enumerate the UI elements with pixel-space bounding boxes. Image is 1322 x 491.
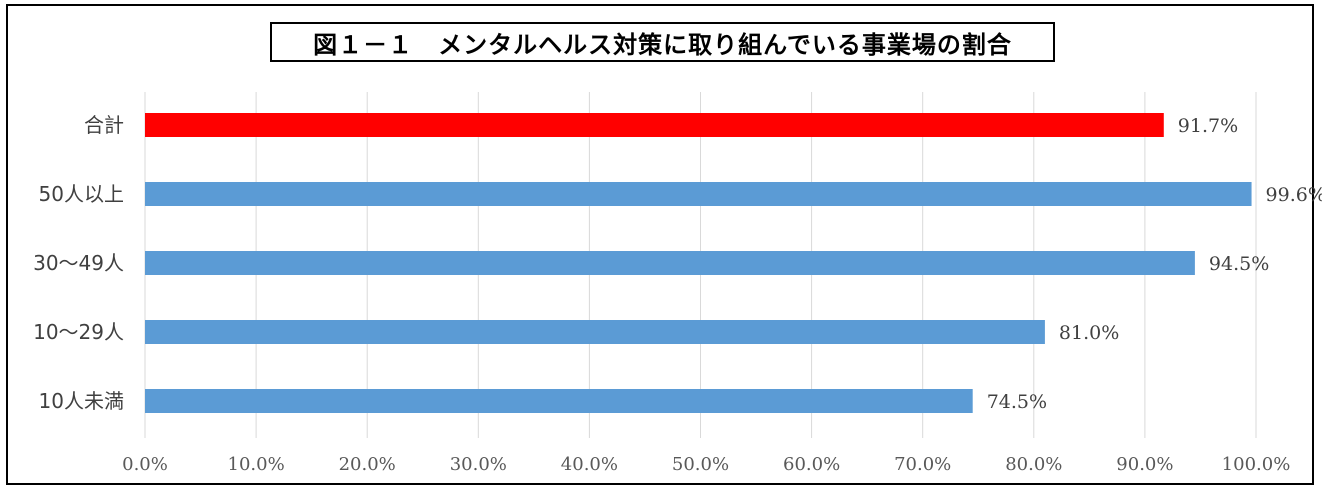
category-label: 10人未満: [39, 389, 124, 413]
chart-title-box: 図１－１ メンタルヘルス対策に取り組んでいる事業場の割合: [270, 22, 1055, 62]
bar: [145, 389, 973, 413]
x-tick-label: 10.0%: [228, 454, 285, 475]
bar: [145, 320, 1045, 344]
bar: [145, 113, 1164, 137]
data-label: 81.0%: [1059, 322, 1119, 344]
x-tick-label: 60.0%: [783, 454, 840, 475]
x-tick-label: 0.0%: [122, 454, 168, 475]
x-tick-label: 30.0%: [450, 454, 507, 475]
data-label: 91.7%: [1178, 115, 1238, 137]
x-tick-label: 90.0%: [1116, 454, 1173, 475]
category-label: 合計: [84, 113, 124, 137]
data-label: 99.6%: [1266, 184, 1322, 206]
category-label: 30～49人: [33, 251, 124, 275]
x-tick-label: 100.0%: [1222, 454, 1291, 475]
data-label: 94.5%: [1209, 253, 1269, 275]
x-tick-label: 80.0%: [1005, 454, 1062, 475]
category-label: 50人以上: [39, 182, 124, 206]
bar: [145, 251, 1195, 275]
bar: [145, 182, 1252, 206]
x-tick-label: 70.0%: [894, 454, 951, 475]
category-label: 10～29人: [33, 320, 124, 344]
x-tick-label: 50.0%: [672, 454, 729, 475]
data-label: 74.5%: [987, 391, 1047, 413]
x-tick-label: 20.0%: [339, 454, 396, 475]
chart-title: 図１－１ メンタルヘルス対策に取り組んでいる事業場の割合: [313, 30, 1012, 59]
x-tick-label: 40.0%: [561, 454, 618, 475]
